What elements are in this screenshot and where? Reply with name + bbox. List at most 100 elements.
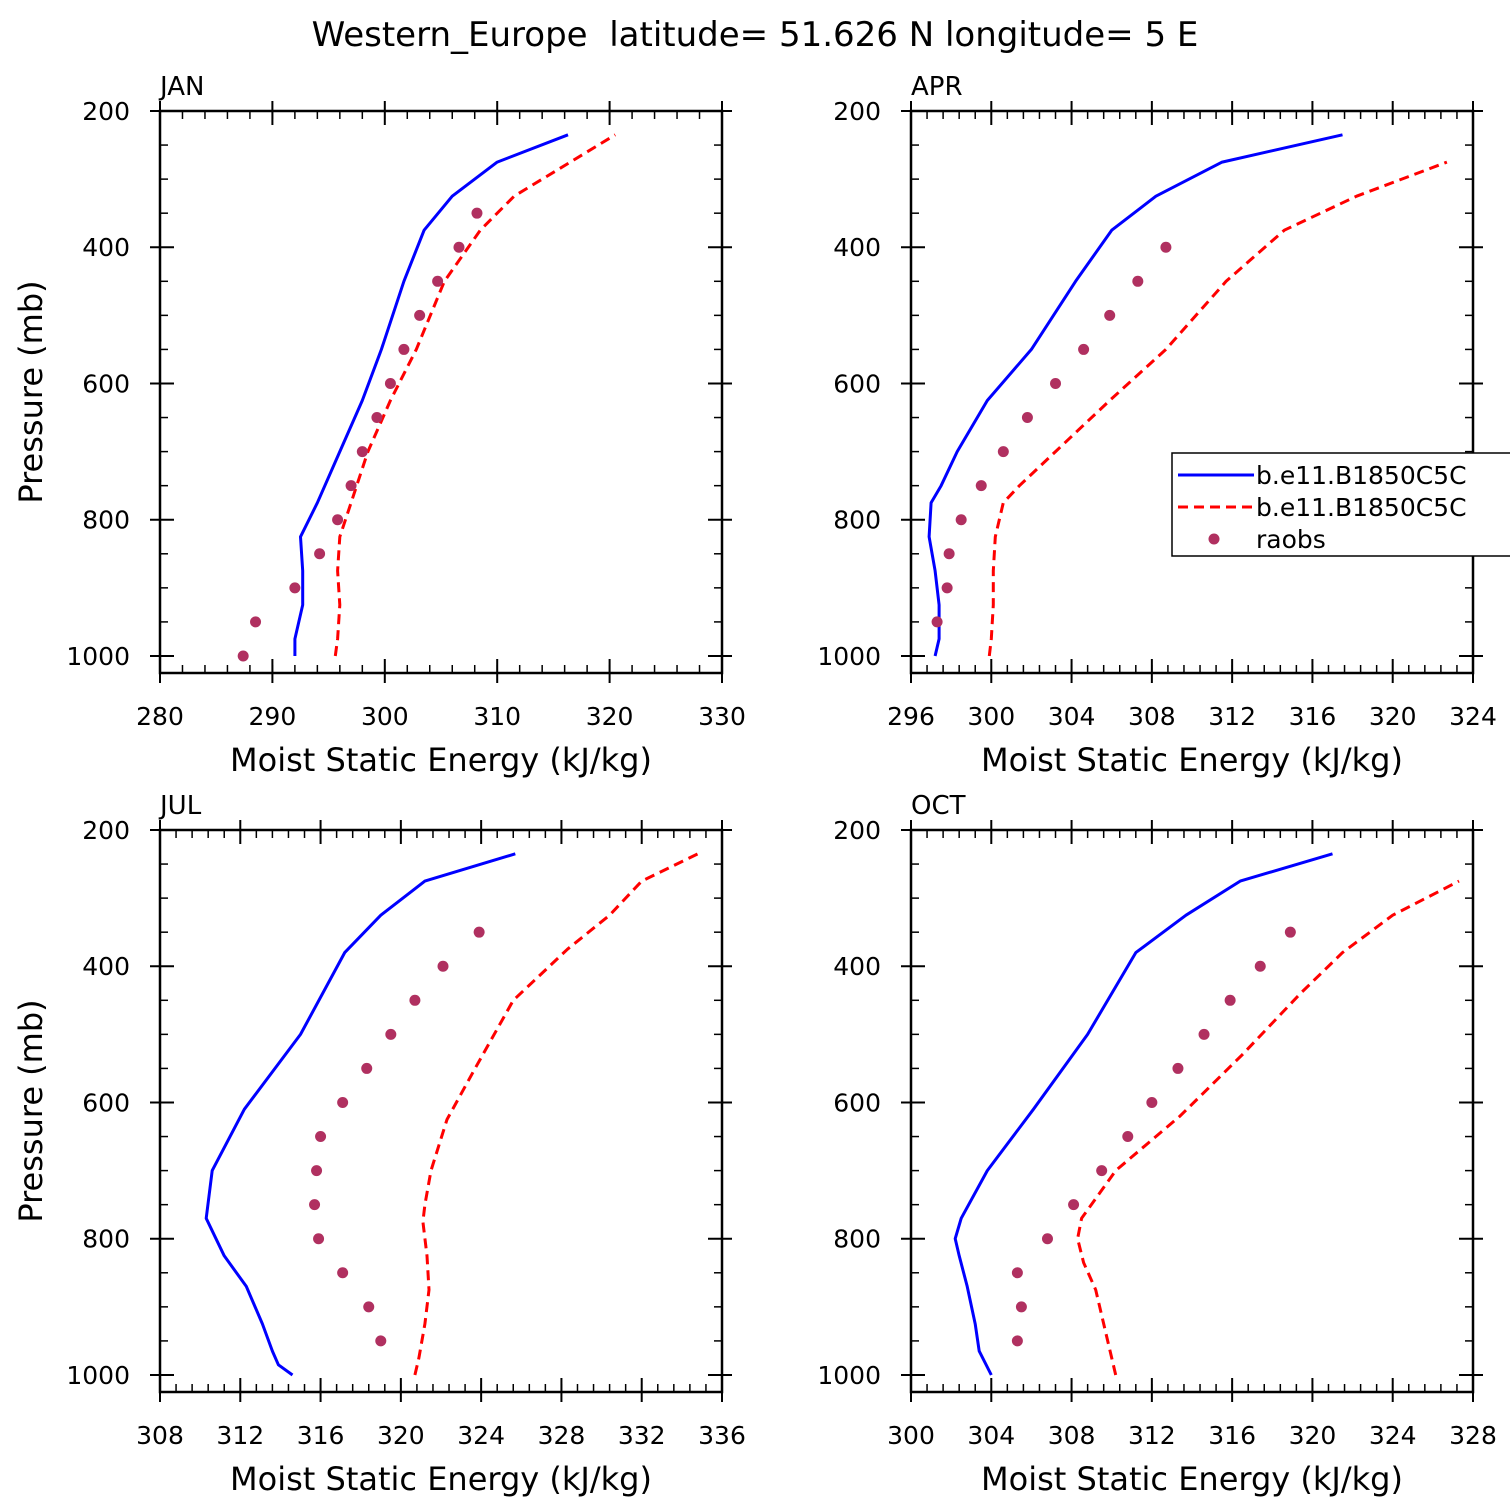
series-group bbox=[953, 852, 1460, 1376]
y-tick-label: 200 bbox=[833, 97, 881, 126]
raobs-point bbox=[332, 514, 344, 526]
y-tick-label: 400 bbox=[833, 952, 881, 981]
raobs-point bbox=[1104, 309, 1116, 321]
raobs-point bbox=[432, 275, 444, 287]
raobs-point bbox=[1284, 926, 1296, 938]
x-tick-label: 290 bbox=[249, 702, 297, 731]
raobs-point bbox=[1122, 1131, 1134, 1143]
raobs-point bbox=[1254, 960, 1266, 972]
x-tick-label: 312 bbox=[216, 1421, 264, 1450]
x-tick-label: 296 bbox=[887, 702, 935, 731]
raobs-point bbox=[437, 960, 449, 972]
x-tick-label: 308 bbox=[136, 1421, 184, 1450]
x-tick-label: 324 bbox=[1369, 1421, 1417, 1450]
series-group bbox=[237, 133, 616, 662]
x-tick-label: 300 bbox=[887, 1421, 935, 1450]
x-tick-label: 328 bbox=[1449, 1421, 1497, 1450]
raobs-point bbox=[471, 207, 483, 219]
raobs-point bbox=[414, 309, 426, 321]
raobs-point bbox=[356, 446, 368, 458]
y-tick-label: 200 bbox=[82, 816, 130, 845]
series-line-dashed bbox=[333, 133, 616, 657]
raobs-point bbox=[1132, 275, 1144, 287]
raobs-point bbox=[337, 1096, 349, 1108]
raobs-point bbox=[955, 514, 967, 526]
raobs-point bbox=[385, 1028, 397, 1040]
x-tick-label: 316 bbox=[297, 1421, 345, 1450]
raobs-point bbox=[363, 1301, 375, 1313]
raobs-point bbox=[1068, 1199, 1080, 1211]
x-axis-label: Moist Static Energy (kJ/kg) bbox=[981, 741, 1403, 779]
raobs-point bbox=[311, 1165, 323, 1177]
x-tick-label: 320 bbox=[1289, 1421, 1337, 1450]
series-line-dashed bbox=[413, 852, 699, 1376]
series-group bbox=[927, 133, 1448, 657]
raobs-point bbox=[1172, 1062, 1184, 1074]
x-tick-label: 330 bbox=[698, 702, 746, 731]
figure-title: Western_Europe latitude= 51.626 N longit… bbox=[312, 15, 1199, 55]
raobs-point bbox=[1041, 1233, 1053, 1245]
x-tick-label: 316 bbox=[1289, 702, 1337, 731]
series-line-solid bbox=[927, 133, 1343, 657]
x-axis-label: Moist Static Energy (kJ/kg) bbox=[981, 1460, 1403, 1498]
panel-jan: JAN 280 290 300 310 320 330 200 400 600 800 1000 Moi… bbox=[12, 72, 746, 779]
x-tick-label: 320 bbox=[1369, 702, 1417, 731]
x-tick-label: 320 bbox=[586, 702, 634, 731]
x-tick-label: 308 bbox=[1048, 1421, 1096, 1450]
series-line-solid bbox=[204, 852, 516, 1377]
plot-frame bbox=[158, 109, 724, 675]
x-tick-label: 336 bbox=[698, 1421, 746, 1450]
y-tick-label: 1000 bbox=[817, 1361, 881, 1390]
raobs-point bbox=[384, 377, 396, 389]
y-axis-label: Pressure (mb) bbox=[12, 999, 50, 1222]
x-tick-label: 316 bbox=[1208, 1421, 1256, 1450]
y-tick-label: 800 bbox=[833, 1225, 881, 1254]
y-tick-label: 400 bbox=[833, 233, 881, 262]
legend-label: b.e11.B1850C5C bbox=[1256, 493, 1467, 522]
x-tick-label: 304 bbox=[967, 1421, 1015, 1450]
raobs-point bbox=[345, 480, 357, 492]
raobs-point bbox=[398, 343, 410, 355]
plot-frame bbox=[909, 109, 1475, 675]
raobs-point bbox=[1096, 1165, 1108, 1177]
y-axis-label: Pressure (mb) bbox=[12, 280, 50, 503]
raobs-point bbox=[943, 548, 955, 560]
x-tick-label: 324 bbox=[457, 1421, 505, 1450]
raobs-point bbox=[1021, 412, 1033, 424]
raobs-point bbox=[337, 1267, 349, 1279]
raobs-point bbox=[453, 241, 465, 253]
y-tick-label: 1000 bbox=[66, 642, 130, 671]
x-tick-label: 310 bbox=[473, 702, 521, 731]
panel-label: JAN bbox=[158, 72, 204, 102]
raobs-point bbox=[289, 582, 301, 594]
raobs-point bbox=[1224, 994, 1236, 1006]
x-tick-label: 280 bbox=[136, 702, 184, 731]
raobs-point bbox=[371, 412, 383, 424]
legend-box bbox=[1171, 452, 1510, 557]
y-tick-label: 400 bbox=[82, 233, 130, 262]
raobs-point bbox=[375, 1335, 387, 1347]
y-tick-label: 400 bbox=[82, 952, 130, 981]
raobs-point bbox=[1146, 1096, 1158, 1108]
y-tick-label: 200 bbox=[833, 816, 881, 845]
raobs-point bbox=[941, 582, 953, 594]
legend-label: raobs bbox=[1256, 525, 1326, 554]
x-tick-label: 324 bbox=[1449, 702, 1497, 731]
panel-label: OCT bbox=[911, 791, 966, 821]
raobs-point bbox=[250, 616, 262, 628]
x-tick-label: 308 bbox=[1128, 702, 1176, 731]
x-tick-label: 312 bbox=[1128, 1421, 1176, 1450]
raobs-point bbox=[1078, 343, 1090, 355]
raobs-point bbox=[314, 548, 326, 560]
x-tick-label: 300 bbox=[361, 702, 409, 731]
x-tick-label: 320 bbox=[377, 1421, 425, 1450]
panel-jul: JUL 308 312 316 320 324 328 332 336 200 400 600 800 1… bbox=[12, 791, 746, 1498]
series-line-dashed bbox=[987, 160, 1448, 657]
raobs-point bbox=[361, 1062, 373, 1074]
x-tick-label: 300 bbox=[967, 702, 1015, 731]
raobs-point bbox=[1015, 1301, 1027, 1313]
y-tick-label: 600 bbox=[82, 1088, 130, 1117]
panel-label: APR bbox=[911, 72, 963, 102]
legend-marker bbox=[1208, 533, 1220, 545]
